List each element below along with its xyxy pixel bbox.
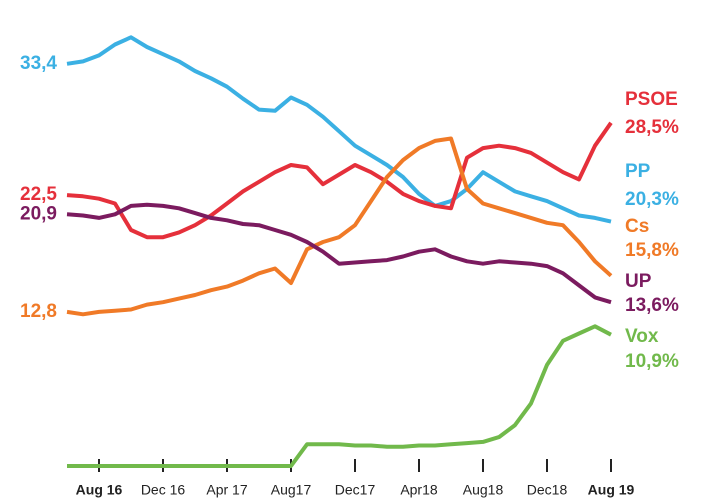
series-line — [66, 35, 612, 224]
x-tick-label: Dec17 — [335, 482, 376, 498]
x-tick-label: Apr 17 — [206, 482, 247, 498]
start-value-label: 22,5 — [20, 184, 57, 205]
end-value-label: 20,3% — [625, 189, 679, 210]
start-value-label: 33,4 — [20, 53, 57, 74]
start-value-label: 12,8 — [20, 301, 57, 322]
end-value-label: 15,8% — [625, 240, 679, 261]
x-tick-label: Aug 16 — [76, 482, 123, 498]
legend-label: UP — [625, 271, 652, 292]
legend-label: Vox — [625, 326, 659, 347]
series-line — [66, 136, 613, 317]
end-value-label: 13,6% — [625, 295, 679, 316]
end-value-label: 10,9% — [625, 351, 679, 372]
series-line — [66, 121, 613, 240]
x-tick-label: Aug17 — [271, 482, 312, 498]
x-tick-label: Apr18 — [400, 482, 438, 498]
x-tick-label: Aug18 — [463, 482, 504, 498]
end-value-label: 28,5% — [625, 117, 679, 138]
legend-label: PP — [625, 161, 651, 182]
legend-label: Cs — [625, 216, 649, 237]
x-tick-label: Dec18 — [527, 482, 568, 498]
series-line — [67, 324, 612, 468]
start-value-label: 20,9 — [20, 203, 57, 224]
series-line — [66, 202, 612, 305]
x-tick-label: Dec 16 — [141, 482, 186, 498]
x-tick-label: Aug 19 — [588, 482, 635, 498]
legend-label: PSOE — [625, 89, 678, 110]
